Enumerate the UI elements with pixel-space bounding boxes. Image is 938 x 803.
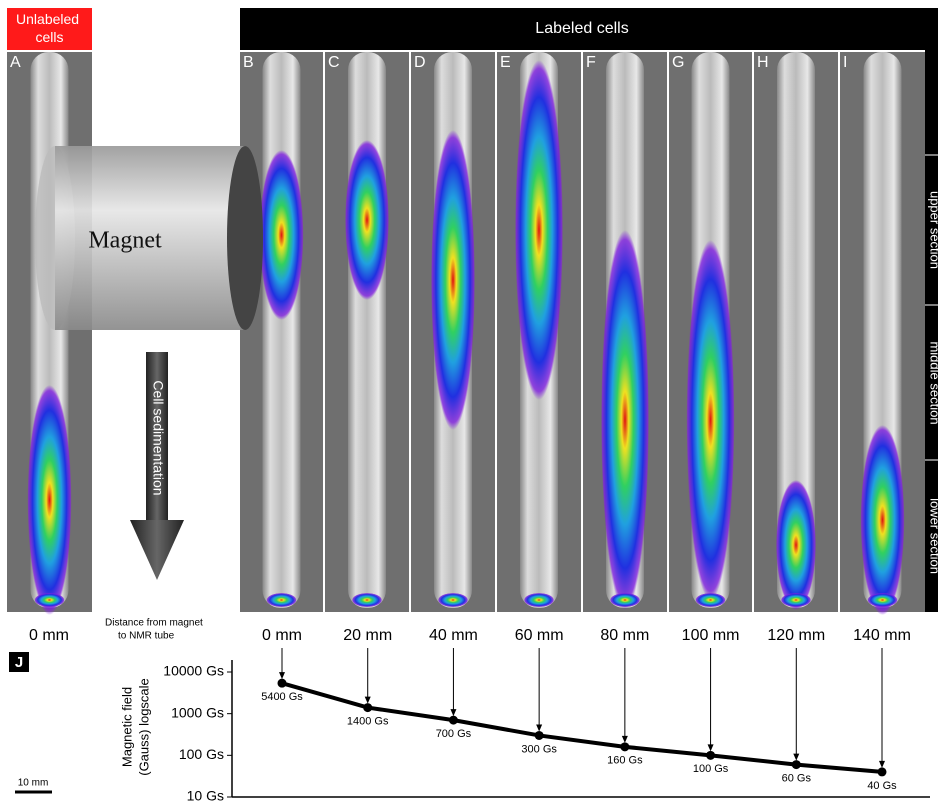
value-label: 160 Gs bbox=[607, 755, 643, 767]
unlabeled-box bbox=[7, 8, 92, 50]
tube bbox=[348, 52, 386, 608]
signal bbox=[352, 593, 382, 607]
scale-bar-label: 10 mm bbox=[18, 778, 49, 789]
y-tick-label: 10000 Gs bbox=[163, 663, 224, 679]
value-label: 700 Gs bbox=[436, 728, 472, 740]
distance-caption: Distance from magnet bbox=[105, 618, 203, 629]
point bbox=[363, 703, 373, 713]
signal bbox=[27, 385, 72, 615]
y-axis-label: Magnetic field bbox=[119, 687, 134, 767]
signal bbox=[431, 130, 475, 430]
line bbox=[281, 681, 883, 774]
x-tick-label: 60 mm bbox=[515, 627, 564, 644]
x-tick-label: 20 mm bbox=[343, 627, 392, 644]
point bbox=[534, 730, 544, 740]
labeled-text: Labeled cells bbox=[535, 20, 628, 37]
unlabeled-text: Unlabeled cells bbox=[16, 11, 83, 45]
signal bbox=[345, 140, 389, 300]
signal bbox=[438, 593, 468, 607]
section-label: lower section bbox=[928, 498, 938, 574]
signal bbox=[776, 480, 816, 610]
signal bbox=[860, 425, 905, 615]
sedimentation-arrow: Cell sedimentation bbox=[130, 352, 184, 580]
section-label: upper section bbox=[928, 191, 938, 269]
x-tick-arrowhead bbox=[536, 724, 543, 732]
magnet: Magnet bbox=[35, 146, 263, 330]
tube bbox=[262, 52, 301, 608]
value-label: 300 Gs bbox=[521, 743, 557, 755]
distance-label: 0 mm bbox=[29, 627, 69, 644]
panel-letter: G bbox=[672, 54, 684, 71]
tube bbox=[777, 52, 815, 608]
x-tick-arrowhead bbox=[621, 735, 628, 743]
distance-caption: to NMR tube bbox=[118, 631, 175, 642]
signal bbox=[515, 60, 563, 400]
panel-letter: C bbox=[328, 54, 340, 71]
labeled-box bbox=[240, 8, 938, 50]
point bbox=[706, 750, 716, 760]
x-tick-label: 100 mm bbox=[682, 627, 740, 644]
signal bbox=[867, 593, 898, 607]
section-label: middle section bbox=[928, 341, 938, 424]
panel-letter: H bbox=[757, 54, 769, 71]
x-tick-arrowhead bbox=[450, 709, 457, 717]
point bbox=[277, 678, 287, 688]
sedimentation-label: Cell sedimentation bbox=[150, 380, 166, 495]
value-label: 40 Gs bbox=[867, 780, 897, 792]
value-label: 5400 Gs bbox=[261, 691, 303, 703]
panel-letter: E bbox=[500, 54, 511, 71]
point bbox=[877, 767, 887, 777]
panel-letter: I bbox=[843, 54, 847, 71]
signal bbox=[524, 593, 554, 607]
signal bbox=[695, 593, 726, 607]
value-label: 100 Gs bbox=[693, 763, 729, 775]
x-tick-label: 0 mm bbox=[262, 627, 302, 644]
section-strip bbox=[925, 50, 938, 612]
panel-letter: J bbox=[15, 654, 23, 671]
point bbox=[448, 715, 458, 725]
y-tick-label: 1000 Gs bbox=[171, 704, 224, 720]
signal bbox=[610, 593, 640, 607]
x-tick-arrowhead bbox=[793, 753, 800, 761]
signal bbox=[266, 593, 297, 607]
letter-box bbox=[9, 652, 29, 672]
x-tick-label: 140 mm bbox=[853, 627, 911, 644]
x-tick-label: 80 mm bbox=[600, 627, 649, 644]
signal bbox=[781, 593, 811, 607]
x-tick-arrowhead bbox=[707, 744, 714, 752]
x-tick-label: 40 mm bbox=[429, 627, 478, 644]
x-tick-arrowhead bbox=[364, 696, 371, 704]
panel-letter: D bbox=[414, 54, 426, 71]
signal bbox=[259, 150, 304, 320]
x-tick-label: 120 mm bbox=[767, 627, 825, 644]
value-label: 60 Gs bbox=[782, 772, 812, 784]
y-axis-label: (Gauss) logscale bbox=[136, 678, 151, 776]
point bbox=[791, 760, 801, 770]
signal bbox=[34, 593, 65, 607]
y-tick-label: 100 Gs bbox=[179, 746, 224, 762]
panel-letter: B bbox=[243, 54, 254, 71]
value-label: 1400 Gs bbox=[347, 715, 389, 727]
panel-letter: A bbox=[10, 54, 21, 71]
signal bbox=[601, 230, 649, 610]
panels: A B C D E F G H I bbox=[7, 52, 925, 615]
signal bbox=[686, 240, 735, 600]
x-tick-arrowhead bbox=[879, 760, 885, 768]
magnet-label: Magnet bbox=[88, 228, 162, 254]
y-tick-label: 10 Gs bbox=[187, 788, 224, 803]
panel-letter: F bbox=[586, 54, 596, 71]
x-tick-arrowhead bbox=[279, 672, 285, 680]
point bbox=[620, 742, 630, 752]
